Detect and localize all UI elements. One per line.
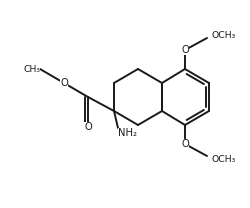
Text: O: O [181, 45, 189, 55]
Text: O: O [84, 122, 92, 132]
Text: CH₃: CH₃ [23, 64, 40, 73]
Text: O: O [60, 78, 68, 88]
Text: OCH₃: OCH₃ [212, 31, 236, 40]
Text: O: O [181, 139, 189, 149]
Text: NH₂: NH₂ [118, 128, 137, 138]
Text: OCH₃: OCH₃ [212, 155, 236, 163]
